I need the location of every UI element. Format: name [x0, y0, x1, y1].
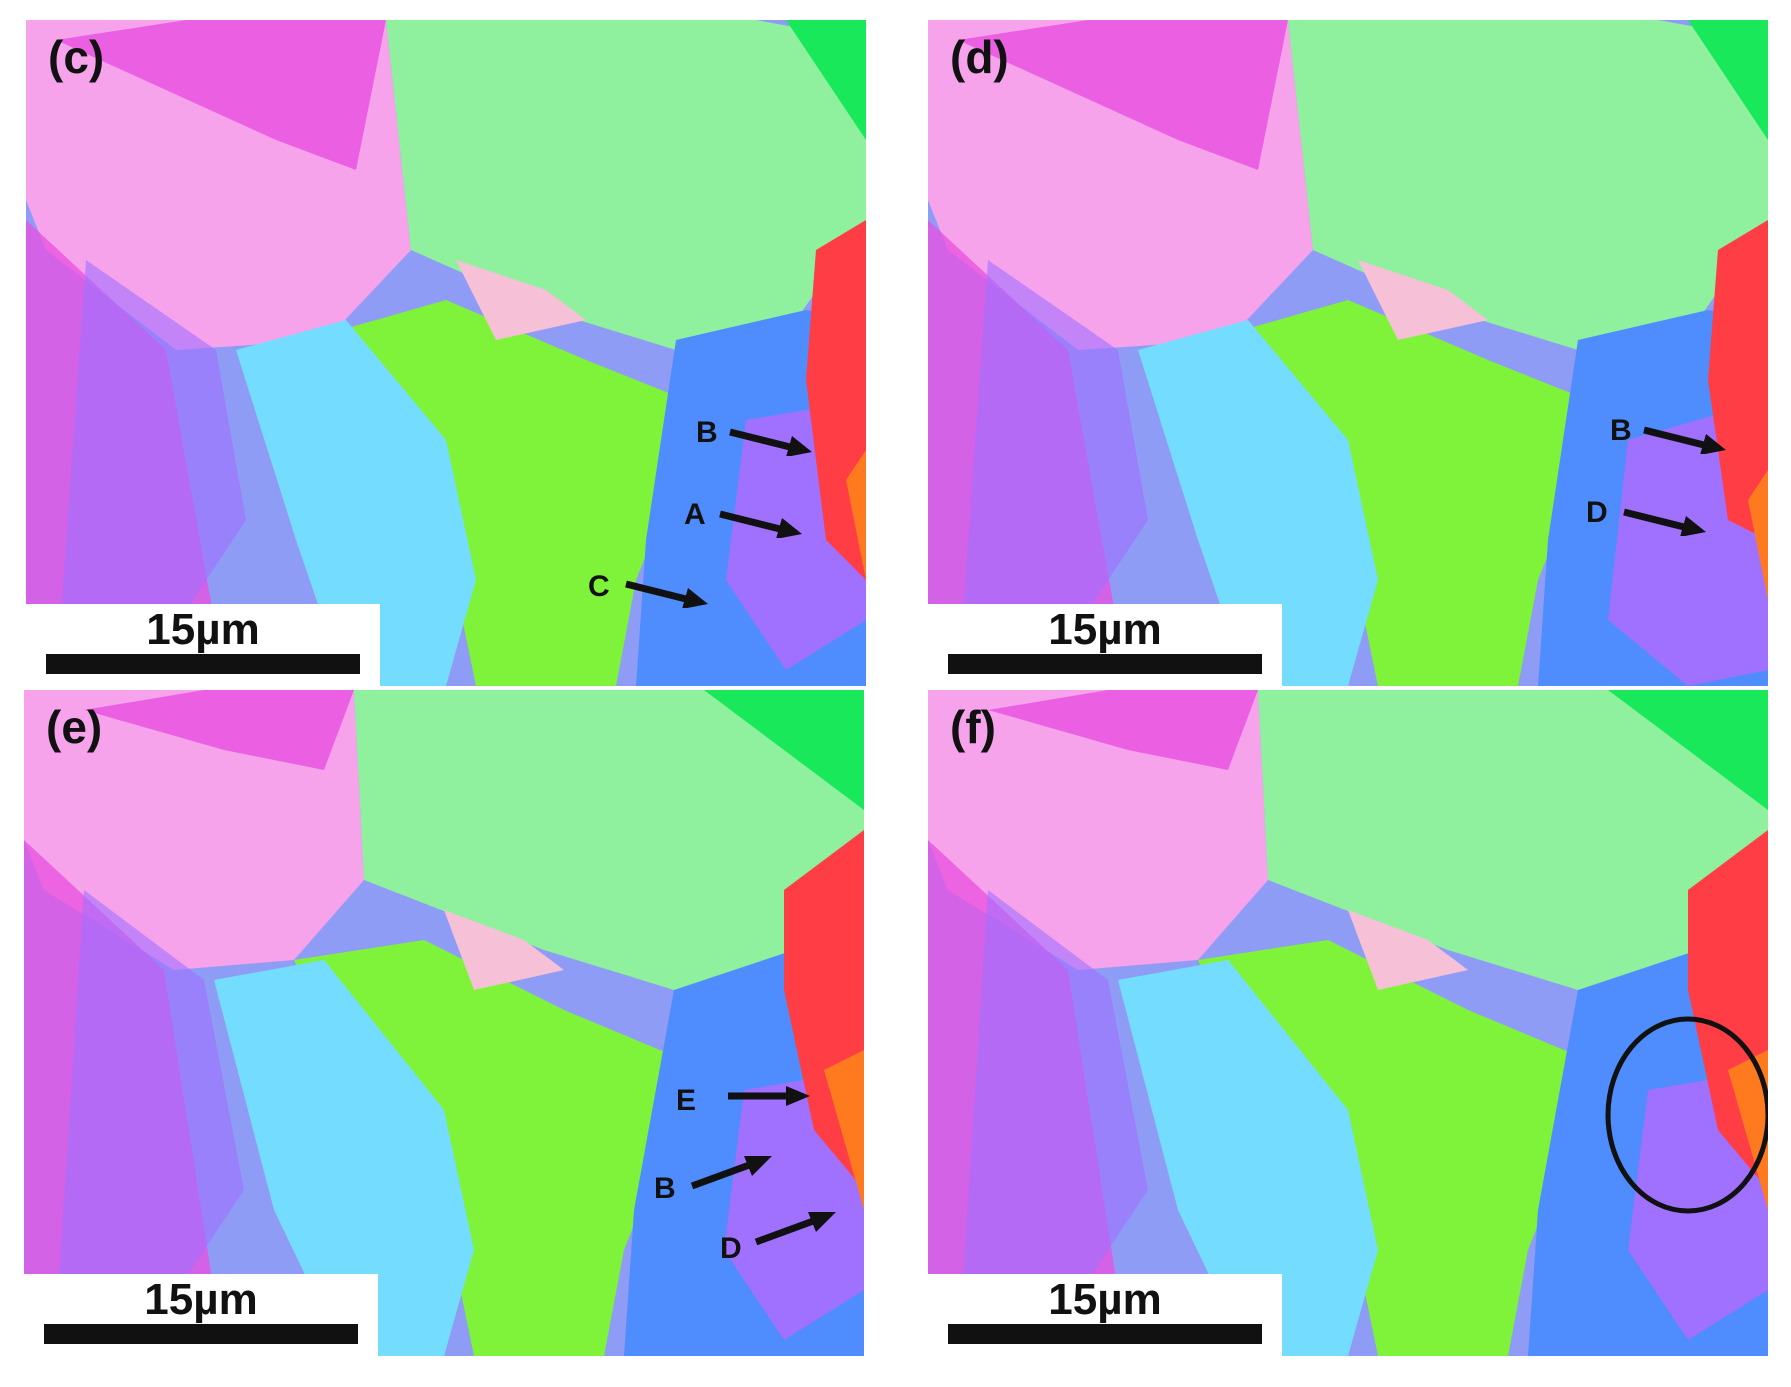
scale-bar: 15µm	[24, 1274, 378, 1356]
scale-bar: 15µm	[26, 604, 380, 686]
arrow-icon	[625, 580, 708, 608]
scale-bar-label: 15µm	[146, 605, 260, 654]
panel-label: (f)	[950, 701, 996, 753]
arrow-icon	[754, 1212, 836, 1246]
arrow-icon	[690, 1156, 772, 1190]
marker-label-b: B	[1610, 414, 1632, 447]
arrow-icon	[719, 510, 802, 538]
panel-label: (e)	[46, 701, 103, 753]
panel-f: (f) 15µm	[928, 690, 1768, 1356]
marker-label-a: A	[684, 498, 706, 531]
arrow-icon	[729, 428, 812, 456]
ebsd-map-d	[928, 20, 1768, 686]
panel-label: (c)	[48, 31, 105, 83]
scale-bar-label: 15µm	[144, 1275, 258, 1324]
marker-label-e: E	[676, 1084, 697, 1117]
scale-bar-line	[948, 654, 1262, 674]
arrow-icon	[1643, 426, 1726, 454]
scale-bar-line	[44, 1324, 358, 1344]
marker-label-d: D	[1586, 496, 1608, 529]
ebsd-map-f	[928, 690, 1768, 1356]
scale-bar-line	[46, 654, 360, 674]
highlight-ellipse	[1605, 1016, 1768, 1214]
scale-bar-label: 15µm	[1048, 605, 1162, 654]
panel-c: (c) B A C 15µm	[26, 20, 866, 686]
arrow-icon	[1623, 508, 1706, 536]
panel-d: (d) B D 15µm	[928, 20, 1768, 686]
scale-bar-label: 15µm	[1048, 1275, 1162, 1324]
panel-label: (d)	[950, 31, 1009, 83]
marker-label-b: B	[696, 416, 718, 449]
arrow-icon	[728, 1086, 810, 1106]
marker-label-c: C	[588, 570, 610, 603]
ebsd-map-e	[24, 690, 864, 1356]
scale-bar-line	[948, 1324, 1262, 1344]
scale-bar: 15µm	[928, 1274, 1282, 1356]
marker-label-b: B	[654, 1172, 676, 1205]
panel-e: (e) E B D 15µm	[24, 690, 864, 1356]
marker-label-d: D	[720, 1232, 742, 1265]
ebsd-map-c	[26, 20, 866, 686]
scale-bar: 15µm	[928, 604, 1282, 686]
